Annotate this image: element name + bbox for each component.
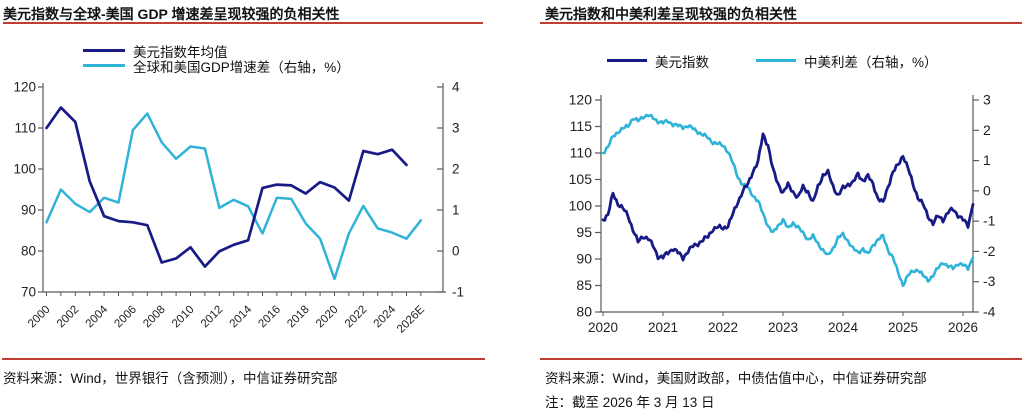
- x-axis-tick-label: 2020: [314, 304, 341, 331]
- x-axis-tick-label: 2025: [888, 320, 918, 335]
- legend-label-cn-us-spread: 中美利差（右轴，%）: [804, 54, 938, 70]
- y-axis-tick-label: -1: [452, 285, 464, 300]
- cyan-line-swatch: [756, 58, 796, 63]
- navy-series-line: [601, 132, 975, 262]
- left-title-underline: [3, 22, 483, 24]
- left-chart-title: 美元指数与全球-美国 GDP 增速差呈现较强的负相关性: [3, 6, 340, 22]
- right-chart-title: 美元指数和中美利差呈现较强的负相关性: [545, 6, 797, 22]
- cyan-series-line: [45, 112, 423, 281]
- y-axis-tick-label: 1: [452, 203, 460, 218]
- y-axis-tick-label: -1: [983, 213, 996, 229]
- navy-line-swatch: [83, 48, 125, 53]
- y-axis-tick-label: 70: [21, 285, 36, 300]
- y-axis-tick-label: 2: [452, 162, 460, 177]
- y-axis-tick-label: 115: [570, 118, 593, 134]
- legend-row-cn-us-spread: 中美利差（右轴，%）: [756, 53, 938, 70]
- x-axis-tick-label: 2014: [228, 303, 255, 330]
- x-axis-tick-label: 2008: [141, 304, 168, 331]
- x-axis-tick-label: 2022: [708, 320, 738, 335]
- y-axis-tick-label: 3: [983, 92, 991, 108]
- y-axis-tick-label: 2: [983, 122, 991, 138]
- legend-label-gdp-gap: 全球和美国GDP增速差（右轴，%）: [133, 59, 350, 75]
- left-source-text: 资料来源：Wind，世界银行（含预测），中信证券研究部: [3, 371, 338, 386]
- y-axis-tick-label: -2: [983, 243, 996, 259]
- y-axis-tick-label: 120: [13, 80, 36, 95]
- x-axis-tick-label: 2006: [112, 304, 139, 331]
- y-axis-tick-label: 0: [983, 182, 991, 198]
- y-axis-tick-label: 110: [570, 145, 593, 161]
- y-axis-tick-label: 1: [983, 152, 991, 168]
- x-axis-tick-label: 2012: [199, 304, 226, 331]
- right-bottom-rule: [540, 358, 1022, 360]
- y-axis-tick-label: 80: [21, 244, 36, 259]
- x-axis-tick-label: 2002: [55, 304, 82, 331]
- y-axis-tick-label: 105: [569, 171, 593, 187]
- x-axis-tick-label: 2000: [26, 304, 53, 331]
- navy-series-line: [45, 106, 408, 268]
- y-axis-tick-label: 0: [452, 244, 460, 259]
- x-axis-tick-label: 2010: [170, 304, 197, 331]
- left-chart-legend: 美元指数年均值 全球和美国GDP增速差（右轴，%）: [83, 43, 350, 75]
- x-axis-tick-label: 2016: [256, 304, 283, 331]
- x-axis-tick-label: 2020: [588, 320, 618, 335]
- cyan-line-swatch: [83, 63, 125, 68]
- legend-label-usd-index-avg: 美元指数年均值: [133, 44, 228, 60]
- x-axis-tick-label: 2004: [84, 303, 111, 330]
- y-axis-tick-label: 100: [13, 162, 36, 177]
- x-axis-tick-label: 2026E: [395, 303, 427, 335]
- y-axis-tick-label: -4: [983, 304, 996, 320]
- cyan-series-line: [601, 113, 975, 288]
- legend-label-usd-index: 美元指数: [655, 54, 709, 70]
- y-axis-tick-label: -3: [983, 273, 996, 289]
- x-axis-tick-label: 2023: [768, 320, 798, 335]
- y-axis-tick-label: 95: [576, 224, 592, 240]
- y-axis-tick-label: 85: [576, 277, 592, 293]
- legend-row-usd-index-avg: 美元指数年均值: [83, 43, 350, 60]
- x-axis-tick-label: 2024: [372, 303, 399, 330]
- x-axis-tick-label: 2026: [948, 320, 978, 335]
- x-axis-tick-label: 2018: [285, 304, 312, 331]
- y-axis-tick-label: 90: [21, 203, 36, 218]
- y-axis-tick-label: 100: [569, 198, 593, 214]
- y-axis-tick-label: 3: [452, 121, 460, 136]
- x-axis-tick-label: 2024: [828, 320, 859, 335]
- right-title-underline: [540, 22, 1022, 24]
- legend-row-usd-index: 美元指数: [607, 53, 709, 70]
- legend-row-gdp-gap: 全球和美国GDP增速差（右轴，%）: [83, 58, 350, 75]
- y-axis-tick-label: 90: [576, 251, 592, 267]
- y-axis-tick-label: 110: [14, 121, 36, 136]
- right-source-text: 资料来源：Wind，美国财政部，中债估值中心，中信证券研究部: [545, 371, 927, 386]
- right-note-text: 注：截至 2026 年 3 月 13 日: [545, 395, 715, 410]
- y-axis-tick-label: 80: [576, 304, 592, 320]
- y-axis-tick-label: 120: [569, 92, 593, 108]
- x-axis-tick-label: 2022: [343, 304, 370, 331]
- right-chart-legend: 美元指数 中美利差（右轴，%）: [607, 53, 938, 70]
- navy-line-swatch: [607, 58, 647, 63]
- x-axis-tick-label: 2021: [648, 320, 678, 335]
- right-chart-plot: 120 115 110 105 100 95 90 85 80 3 2 1 0 -1 -2 -3 -4 2020 2…: [569, 92, 996, 336]
- left-bottom-rule: [2, 358, 485, 360]
- y-axis-tick-label: 4: [452, 80, 460, 95]
